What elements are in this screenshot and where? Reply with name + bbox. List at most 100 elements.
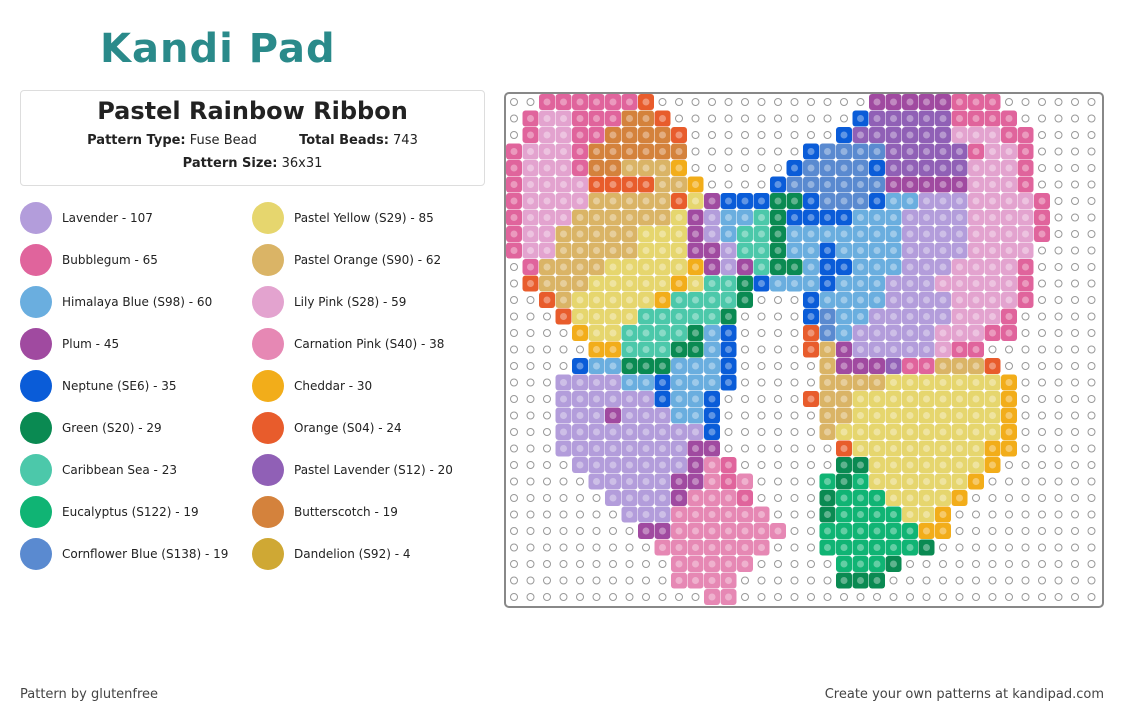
peg bbox=[807, 362, 815, 370]
bead-hole bbox=[972, 379, 980, 386]
bead bbox=[836, 506, 852, 523]
bead-hole bbox=[692, 511, 699, 518]
bead-hole bbox=[873, 280, 881, 287]
peg bbox=[790, 510, 799, 519]
bead bbox=[902, 539, 918, 556]
bead bbox=[638, 358, 654, 374]
bead-hole bbox=[840, 247, 848, 254]
peg bbox=[576, 543, 584, 552]
bead-hole bbox=[576, 329, 584, 337]
peg bbox=[526, 411, 535, 420]
bead-hole bbox=[725, 313, 732, 320]
bead-hole bbox=[956, 247, 963, 254]
bead bbox=[836, 473, 852, 490]
bead-hole bbox=[593, 362, 600, 370]
bead-hole bbox=[807, 214, 815, 221]
bead bbox=[588, 325, 605, 341]
bead bbox=[720, 308, 737, 325]
bead-hole bbox=[1022, 148, 1029, 155]
peg bbox=[757, 576, 766, 585]
peg bbox=[510, 543, 518, 552]
bead bbox=[555, 94, 572, 110]
bead bbox=[819, 292, 836, 308]
bead bbox=[836, 325, 852, 341]
bead bbox=[770, 523, 786, 539]
logo[interactable]: Kandi Pad bbox=[100, 26, 336, 72]
peg bbox=[1005, 593, 1013, 601]
bead bbox=[687, 341, 704, 358]
bead bbox=[935, 374, 951, 391]
bead bbox=[885, 209, 902, 226]
bead-hole bbox=[857, 461, 864, 469]
peg bbox=[576, 527, 584, 535]
bead-hole bbox=[956, 181, 963, 188]
bead bbox=[522, 127, 539, 143]
bead bbox=[605, 440, 621, 457]
bead-hole bbox=[708, 230, 716, 238]
bead-hole bbox=[824, 428, 831, 436]
bead bbox=[836, 440, 852, 457]
meta-row: Pattern Type: Fuse Bead Total Beads: 743 bbox=[21, 133, 484, 148]
legend-label: Lavender - 107 bbox=[62, 211, 153, 225]
bead bbox=[687, 539, 704, 556]
peg bbox=[543, 395, 551, 403]
bead-hole bbox=[560, 263, 567, 271]
bead-hole bbox=[890, 494, 897, 502]
peg bbox=[1054, 593, 1063, 601]
bead-hole bbox=[758, 247, 765, 254]
bead bbox=[803, 176, 819, 193]
bead-hole bbox=[923, 197, 930, 205]
bead bbox=[951, 308, 968, 325]
bead bbox=[984, 160, 1001, 176]
peg bbox=[1005, 494, 1013, 502]
bead bbox=[737, 506, 753, 523]
bead bbox=[572, 374, 588, 391]
bead-hole bbox=[725, 511, 732, 518]
peg bbox=[1087, 576, 1096, 585]
bead-hole bbox=[626, 197, 633, 205]
bead-hole bbox=[576, 395, 584, 403]
bead-hole bbox=[972, 115, 980, 122]
legend-label: Eucalyptus (S122) - 19 bbox=[62, 505, 199, 519]
bead bbox=[885, 490, 902, 506]
bead bbox=[984, 275, 1001, 292]
cta[interactable]: Create your own patterns at kandipad.com bbox=[824, 687, 1104, 702]
peg bbox=[526, 477, 535, 486]
author[interactable]: Pattern by glutenfree bbox=[20, 687, 159, 702]
bead-hole bbox=[675, 544, 683, 551]
bead bbox=[753, 193, 770, 209]
bead bbox=[935, 523, 951, 539]
peg bbox=[1021, 411, 1030, 420]
peg bbox=[757, 312, 766, 321]
bead bbox=[819, 275, 836, 292]
bead-hole bbox=[972, 329, 980, 337]
bead bbox=[522, 259, 539, 275]
peg bbox=[1087, 98, 1096, 106]
peg bbox=[543, 378, 551, 387]
bead-hole bbox=[807, 280, 815, 287]
bead-hole bbox=[989, 412, 996, 419]
peg bbox=[1038, 263, 1046, 271]
bead-hole bbox=[857, 115, 864, 122]
bead-hole bbox=[725, 379, 732, 386]
bead-hole bbox=[873, 544, 881, 551]
bead-hole bbox=[890, 395, 897, 403]
bead bbox=[621, 259, 638, 275]
bead-hole bbox=[824, 494, 831, 502]
bead-hole bbox=[873, 197, 881, 205]
peg bbox=[1005, 477, 1013, 486]
bead bbox=[621, 226, 638, 242]
peg bbox=[1071, 576, 1079, 585]
peg bbox=[856, 593, 865, 601]
bead bbox=[704, 209, 720, 226]
bead bbox=[588, 143, 605, 160]
bead bbox=[654, 523, 671, 539]
bead-hole bbox=[543, 263, 551, 271]
bead bbox=[836, 374, 852, 391]
bead bbox=[671, 143, 687, 160]
peg bbox=[1071, 114, 1079, 123]
bead bbox=[918, 523, 935, 539]
bead-hole bbox=[642, 98, 650, 106]
bead bbox=[819, 506, 836, 523]
peg bbox=[1038, 279, 1046, 288]
